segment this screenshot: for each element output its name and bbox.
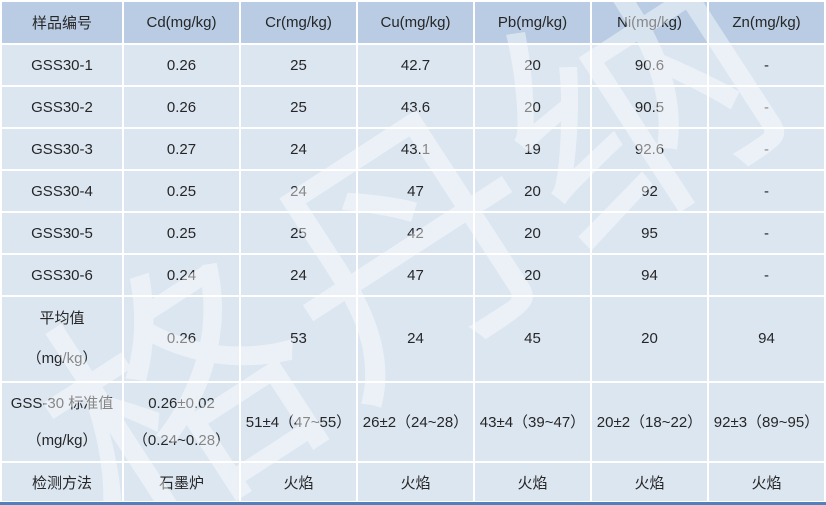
value-cell: 43.6 <box>358 87 473 127</box>
table-row-gss30-5: GSS30-5 0.25 25 42 20 95 - <box>2 213 824 253</box>
column-header-cd: Cd(mg/kg) <box>124 2 239 43</box>
table-row-gss30-6: GSS30-6 0.24 24 47 20 94 - <box>2 255 824 295</box>
column-header-sample-id: 样品编号 <box>2 2 122 43</box>
value-cell: 42 <box>358 213 473 253</box>
value-cell: 20±2（18~22） <box>592 383 707 461</box>
value-cell: 0.25 <box>124 213 239 253</box>
value-cell: 20 <box>475 171 590 211</box>
row-label-cell: 平均值 （mg/kg） <box>2 297 122 381</box>
bottom-accent-line <box>0 502 826 505</box>
value-cell: 25 <box>241 45 356 85</box>
row-label-cell: GSS30-1 <box>2 45 122 85</box>
column-header-zn: Zn(mg/kg) <box>709 2 824 43</box>
value-cell: 火焰 <box>709 463 824 501</box>
value-cell: 51±4（47~55） <box>241 383 356 461</box>
value-cell: 90.5 <box>592 87 707 127</box>
value-cell: 42.7 <box>358 45 473 85</box>
value-cell: 0.26 <box>124 45 239 85</box>
value-cell: 石墨炉 <box>124 463 239 501</box>
value-cell: 43±4（39~47） <box>475 383 590 461</box>
value-cell: 47 <box>358 171 473 211</box>
value-cell: 火焰 <box>241 463 356 501</box>
value-cell: 24 <box>241 171 356 211</box>
value-cell: 25 <box>241 213 356 253</box>
value-cell: 47 <box>358 255 473 295</box>
value-cell: - <box>709 129 824 169</box>
value-cell: 92±3（89~95） <box>709 383 824 461</box>
value-cell: 25 <box>241 87 356 127</box>
value-cell: 20 <box>475 213 590 253</box>
table-row-gss30-3: GSS30-3 0.27 24 43.1 19 92.6 - <box>2 129 824 169</box>
value-cell: 92 <box>592 171 707 211</box>
column-header-cr: Cr(mg/kg) <box>241 2 356 43</box>
value-cell: 95 <box>592 213 707 253</box>
value-cell: 24 <box>241 255 356 295</box>
value-cell: 0.27 <box>124 129 239 169</box>
value-cell: - <box>709 171 824 211</box>
value-cell: 24 <box>358 297 473 381</box>
value-cell: 0.26 <box>124 297 239 381</box>
value-cell: 45 <box>475 297 590 381</box>
value-cell: - <box>709 213 824 253</box>
value-cell: 43.1 <box>358 129 473 169</box>
value-cell: 92.6 <box>592 129 707 169</box>
value-cell: 0.26 <box>124 87 239 127</box>
value-cell: 24 <box>241 129 356 169</box>
value-cell: 53 <box>241 297 356 381</box>
value-cell: - <box>709 45 824 85</box>
column-header-cu: Cu(mg/kg) <box>358 2 473 43</box>
row-label-cell: GSS30-4 <box>2 171 122 211</box>
row-label-cell: 检测方法 <box>2 463 122 501</box>
header-row: 样品编号 Cd(mg/kg) Cr(mg/kg) Cu(mg/kg) Pb(mg… <box>2 2 824 43</box>
row-label-cell: GSS-30 标准值 （mg/kg） <box>2 383 122 461</box>
value-cell: - <box>709 87 824 127</box>
table-row-standard-value: GSS-30 标准值 （mg/kg） 0.26±0.02 （0.24~0.28）… <box>2 383 824 461</box>
value-cell: 26±2（24~28） <box>358 383 473 461</box>
table-row-detection-method: 检测方法 石墨炉 火焰 火焰 火焰 火焰 火焰 <box>2 463 824 501</box>
value-cell: 90.6 <box>592 45 707 85</box>
column-header-pb: Pb(mg/kg) <box>475 2 590 43</box>
value-cell: 火焰 <box>358 463 473 501</box>
value-cell: 20 <box>475 87 590 127</box>
table-row-average: 平均值 （mg/kg） 0.26 53 24 45 20 94 <box>2 297 824 381</box>
value-cell: 20 <box>475 255 590 295</box>
row-label-cell: GSS30-5 <box>2 213 122 253</box>
value-cell: 94 <box>592 255 707 295</box>
value-cell: 0.26±0.02 （0.24~0.28） <box>124 383 239 461</box>
table-row-gss30-1: GSS30-1 0.26 25 42.7 20 90.6 - <box>2 45 824 85</box>
table-row-gss30-4: GSS30-4 0.25 24 47 20 92 - <box>2 171 824 211</box>
value-cell: 0.25 <box>124 171 239 211</box>
value-cell: 20 <box>592 297 707 381</box>
value-cell: 0.24 <box>124 255 239 295</box>
row-label-cell: GSS30-6 <box>2 255 122 295</box>
value-cell: 20 <box>475 45 590 85</box>
table-row-gss30-2: GSS30-2 0.26 25 43.6 20 90.5 - <box>2 87 824 127</box>
value-cell: 火焰 <box>592 463 707 501</box>
value-cell: - <box>709 255 824 295</box>
value-cell: 火焰 <box>475 463 590 501</box>
row-label-cell: GSS30-2 <box>2 87 122 127</box>
value-cell: 19 <box>475 129 590 169</box>
row-label-cell: GSS30-3 <box>2 129 122 169</box>
value-cell: 94 <box>709 297 824 381</box>
column-header-ni: Ni(mg/kg) <box>592 2 707 43</box>
